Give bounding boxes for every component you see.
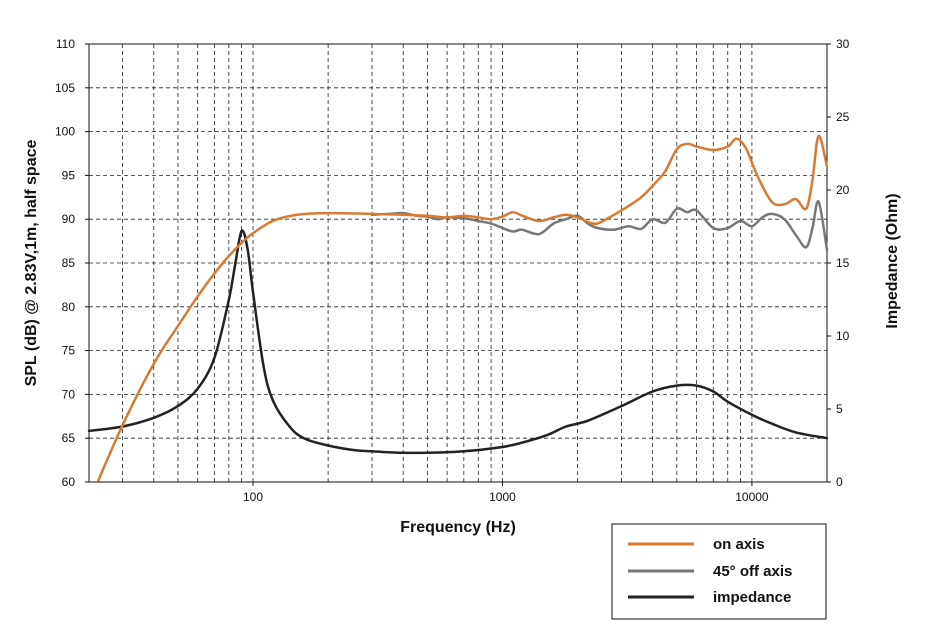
legend-label-on-axis: on axis	[713, 536, 765, 553]
legend-label-off-axis: 45° off axis	[713, 563, 792, 580]
y-tick-label: 105	[55, 81, 75, 95]
x-axis-title: Frequency (Hz)	[400, 519, 516, 536]
y2-tick-label: 15	[836, 256, 850, 270]
series-off-axis	[370, 200, 829, 252]
y-tick-label: 60	[62, 475, 76, 489]
y-tick-label: 85	[62, 256, 76, 270]
legend-label-impedance: impedance	[713, 589, 791, 606]
y-tick-label: 100	[55, 125, 75, 139]
x-tick-label: 100	[243, 490, 263, 504]
y-tick-label: 95	[62, 168, 76, 182]
y-tick-label: 75	[62, 344, 76, 358]
x-tick-label: 1000	[489, 490, 516, 504]
series-on-axis	[97, 134, 829, 482]
plot-frame	[88, 43, 828, 483]
y-tick-label: 70	[62, 387, 76, 401]
y-tick-label: 80	[62, 300, 76, 314]
y-tick-label: 90	[62, 212, 76, 226]
series-lines	[87, 134, 829, 482]
x-tick-label: 10000	[735, 490, 769, 504]
y2-axis-title: Impedance (Ohm)	[884, 193, 901, 328]
series-impedance	[87, 229, 829, 455]
y-tick-label: 110	[56, 37, 75, 51]
y2-tick-label: 25	[836, 110, 850, 124]
y2-tick-label: 20	[836, 183, 850, 197]
y-tick-label: 65	[62, 431, 76, 445]
y2-tick-label: 0	[836, 475, 843, 489]
y-axis-title: SPL (dB) @ 2.83V,1m, half space	[23, 139, 40, 386]
y2-tick-label: 5	[836, 402, 843, 416]
grid	[89, 44, 827, 482]
y2-tick-label: 10	[836, 329, 850, 343]
y2-tick-label: 30	[836, 37, 850, 51]
axis-ticks: 60 65 70 75 80 85 90 95 100 105 110 0 5 10 15 20 25 30 100…	[55, 37, 850, 504]
legend: on axis 45° off axis impedance	[611, 523, 827, 620]
